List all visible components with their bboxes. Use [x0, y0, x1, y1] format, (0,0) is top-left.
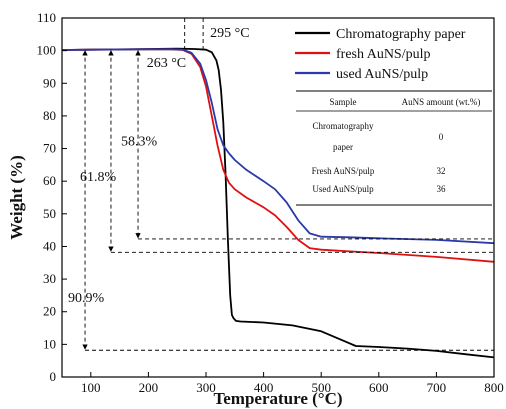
table-cell-amount: 0 — [439, 132, 444, 142]
legend-entry: used AuNS/pulp — [336, 67, 428, 82]
y-tick-label: 50 — [43, 206, 56, 221]
series-line-2 — [61, 48, 495, 245]
y-tick-label: 70 — [43, 141, 56, 156]
y-tick-label: 40 — [43, 238, 56, 253]
y-axis-title: Weight (%) — [7, 155, 26, 240]
residue-label: 58.3% — [121, 134, 158, 149]
y-tick-label: 110 — [37, 10, 56, 25]
amount-table: Sample AuNS amount (wt.%) Chromatography pa… — [296, 90, 492, 206]
table-cell-amount: 36 — [437, 184, 447, 194]
table-cell-amount: 32 — [437, 166, 446, 176]
series-line-0 — [61, 47, 495, 359]
series-layer — [61, 47, 495, 359]
y-tick-label: 60 — [43, 173, 56, 188]
y-tick-label: 10 — [43, 336, 56, 351]
axis-layer: 100 200 300 400 500 600 700 8000102030405060708… — [37, 10, 504, 395]
y-tick-label: 30 — [43, 271, 56, 286]
table-header-sample: Sample — [330, 97, 357, 107]
x-tick-label: 300 — [196, 380, 216, 395]
y-tick-label: 90 — [43, 75, 56, 90]
x-tick-label: 100 — [81, 380, 101, 395]
residue-label: 90.9% — [68, 291, 105, 306]
y-tick-label: 20 — [43, 304, 56, 319]
onset-label: 295 °C — [210, 26, 249, 41]
series-line-1 — [61, 48, 495, 263]
x-tick-label: 500 — [311, 380, 331, 395]
table-cell-sample: Used AuNS/pulp — [312, 184, 374, 194]
table-cell-sample: Fresh AuNS/pulp — [312, 166, 375, 176]
x-tick-label: 400 — [254, 380, 274, 395]
table-header-amount: AuNS amount (wt.%) — [402, 97, 481, 107]
x-tick-label: 200 — [139, 380, 159, 395]
legend-entry: fresh AuNS/pulp — [336, 47, 431, 62]
table-cell-sample: paper — [333, 142, 353, 152]
x-tick-label: 700 — [427, 380, 447, 395]
legend-entry: Chromatography paper — [336, 27, 466, 42]
onset-label: 263 °C — [147, 56, 186, 71]
x-tick-label: 600 — [369, 380, 389, 395]
y-tick-label: 0 — [50, 369, 57, 384]
y-tick-label: 100 — [37, 43, 57, 58]
plot-frame — [61, 17, 495, 378]
legend: Chromatography paper fresh AuNS/pulp used … — [295, 27, 466, 82]
residue-label: 61.8% — [80, 170, 117, 185]
annotation-layer: 263 °C 295 °C 90.9% 61.8% 58.3% — [68, 18, 494, 351]
x-axis-title: Temperature (°C) — [213, 389, 342, 408]
y-tick-label: 80 — [43, 108, 56, 123]
x-tick-label: 800 — [484, 380, 504, 395]
table-cell-sample: Chromatography — [313, 121, 374, 131]
